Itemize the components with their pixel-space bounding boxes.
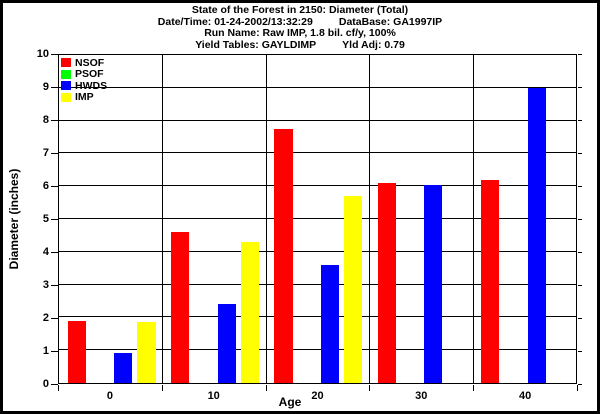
gridline-horizontal: [59, 152, 576, 154]
y-tick-mark: [51, 384, 58, 385]
gridline-horizontal: [59, 250, 576, 252]
gridline-horizontal: [59, 349, 576, 351]
y-tick-label: 4: [42, 245, 49, 258]
x-axis-title: Age: [278, 395, 302, 409]
gridline-horizontal: [59, 185, 576, 187]
legend-label-hwds: HWDS: [75, 79, 108, 92]
x-tick-mark: [369, 385, 371, 391]
legend-item-psof: PSOF: [61, 69, 107, 81]
y-tick-mark-right: [578, 153, 582, 154]
y-tick-label: 5: [42, 212, 49, 225]
legend: NSOF PSOF HWDS IMP: [61, 57, 107, 103]
gridline-horizontal: [59, 218, 576, 219]
y-tick-mark: [51, 87, 58, 88]
y-tick-label: 9: [42, 80, 49, 93]
y-tick-mark: [51, 252, 58, 253]
bar-nsof-age20: [274, 128, 293, 383]
bar-nsof-age30: [377, 182, 397, 383]
legend-item-nsof: NSOF: [61, 57, 107, 69]
bar-nsof-age10: [171, 232, 190, 383]
bar-nsof-age0: [67, 320, 86, 383]
legend-label-imp: IMP: [75, 91, 94, 104]
legend-swatch-hwds: [61, 81, 71, 91]
chart-header: State of the Forest in 2150: Diameter (T…: [3, 4, 597, 52]
bar-imp-age10: [240, 241, 259, 383]
y-tick-label: 3: [42, 278, 49, 291]
x-tick-label: 30: [415, 390, 428, 402]
bar-imp-age0: [137, 322, 156, 383]
legend-swatch-imp: [61, 92, 71, 102]
y-tick-mark-right: [578, 87, 582, 88]
y-tick-label: 10: [36, 47, 49, 60]
chart-title: State of the Forest in 2150: Diameter (T…: [191, 4, 409, 16]
bar-hwds-age20: [320, 264, 340, 383]
y-tick-mark: [51, 351, 58, 352]
y-tick-mark-right: [578, 120, 582, 121]
y-tick-mark: [51, 318, 58, 319]
x-tick-label: 20: [311, 390, 324, 402]
y-tick-mark: [51, 120, 58, 121]
legend-swatch-nsof: [61, 58, 71, 68]
legend-swatch-psof: [61, 69, 71, 79]
yield-tables-text: Yield Tables: GAYLDIMP: [195, 38, 317, 51]
y-tick-label: 1: [42, 344, 49, 357]
chart-subtitle-yield-row: Yield Tables: GAYLDIMP Yld Adj: 0.79: [3, 38, 597, 52]
bar-imp-age20: [344, 196, 363, 383]
y-tick-mark: [51, 153, 58, 154]
x-tick-mark: [473, 385, 475, 391]
y-tick-mark-right: [578, 318, 582, 319]
x-tick-mark: [161, 385, 163, 391]
x-tick-mark: [577, 385, 578, 391]
gridline-horizontal: [59, 283, 576, 285]
bar-nsof-age40: [481, 179, 500, 383]
gridline-vertical: [472, 55, 474, 383]
bar-hwds-age30: [424, 184, 443, 383]
datetime-text: Date/Time: 01-24-2002/13:32:29: [157, 15, 313, 28]
y-tick-mark-right: [578, 252, 582, 253]
legend-label-psof: PSOF: [75, 68, 104, 81]
plot-area: [58, 54, 577, 384]
legend-label-nsof: NSOF: [75, 56, 105, 69]
y-tick-label: 6: [42, 179, 49, 192]
legend-item-hwds: HWDS: [61, 80, 107, 92]
x-tick-label: 40: [518, 390, 532, 402]
y-tick-mark-right: [578, 186, 582, 187]
bar-hwds-age10: [217, 304, 236, 383]
y-tick-mark: [51, 285, 58, 286]
y-tick-mark-right: [578, 285, 582, 286]
y-tick-mark-right: [578, 351, 582, 352]
yield-adjust-text: Yld Adj: 0.79: [342, 38, 405, 51]
y-tick-mark: [51, 186, 58, 187]
database-text: DataBase: GA1997IP: [338, 15, 443, 28]
y-tick-label: 2: [42, 311, 49, 324]
x-tick-mark: [265, 385, 267, 391]
bar-hwds-age40: [527, 87, 546, 383]
x-tick-label: 10: [207, 390, 220, 402]
x-tick-label: 0: [106, 390, 113, 402]
legend-item-imp: IMP: [61, 92, 107, 104]
gridline-vertical: [369, 55, 371, 383]
y-tick-mark: [51, 219, 58, 220]
gridline-horizontal: [59, 316, 576, 318]
bar-hwds-age0: [114, 353, 133, 383]
gridline-vertical: [162, 55, 164, 383]
y-tick-mark-right: [578, 384, 582, 385]
x-tick-mark: [58, 385, 59, 391]
gridline-horizontal: [59, 119, 576, 121]
run-name-text: Run Name: Raw IMP, 1.8 bil. cf/y, 100%: [204, 27, 396, 39]
y-tick-mark: [51, 54, 58, 55]
y-tick-mark-right: [578, 54, 582, 55]
chart-subtitle-datetime-row: Date/Time: 01-24-2002/13:32:29 DataBase:…: [3, 15, 597, 29]
y-tick-label: 0: [42, 377, 49, 390]
y-tick-label: 8: [42, 113, 49, 126]
gridline-vertical: [265, 55, 267, 383]
y-tick-mark-right: [578, 219, 582, 220]
y-tick-label: 7: [42, 146, 49, 159]
gridline-horizontal: [59, 86, 576, 88]
